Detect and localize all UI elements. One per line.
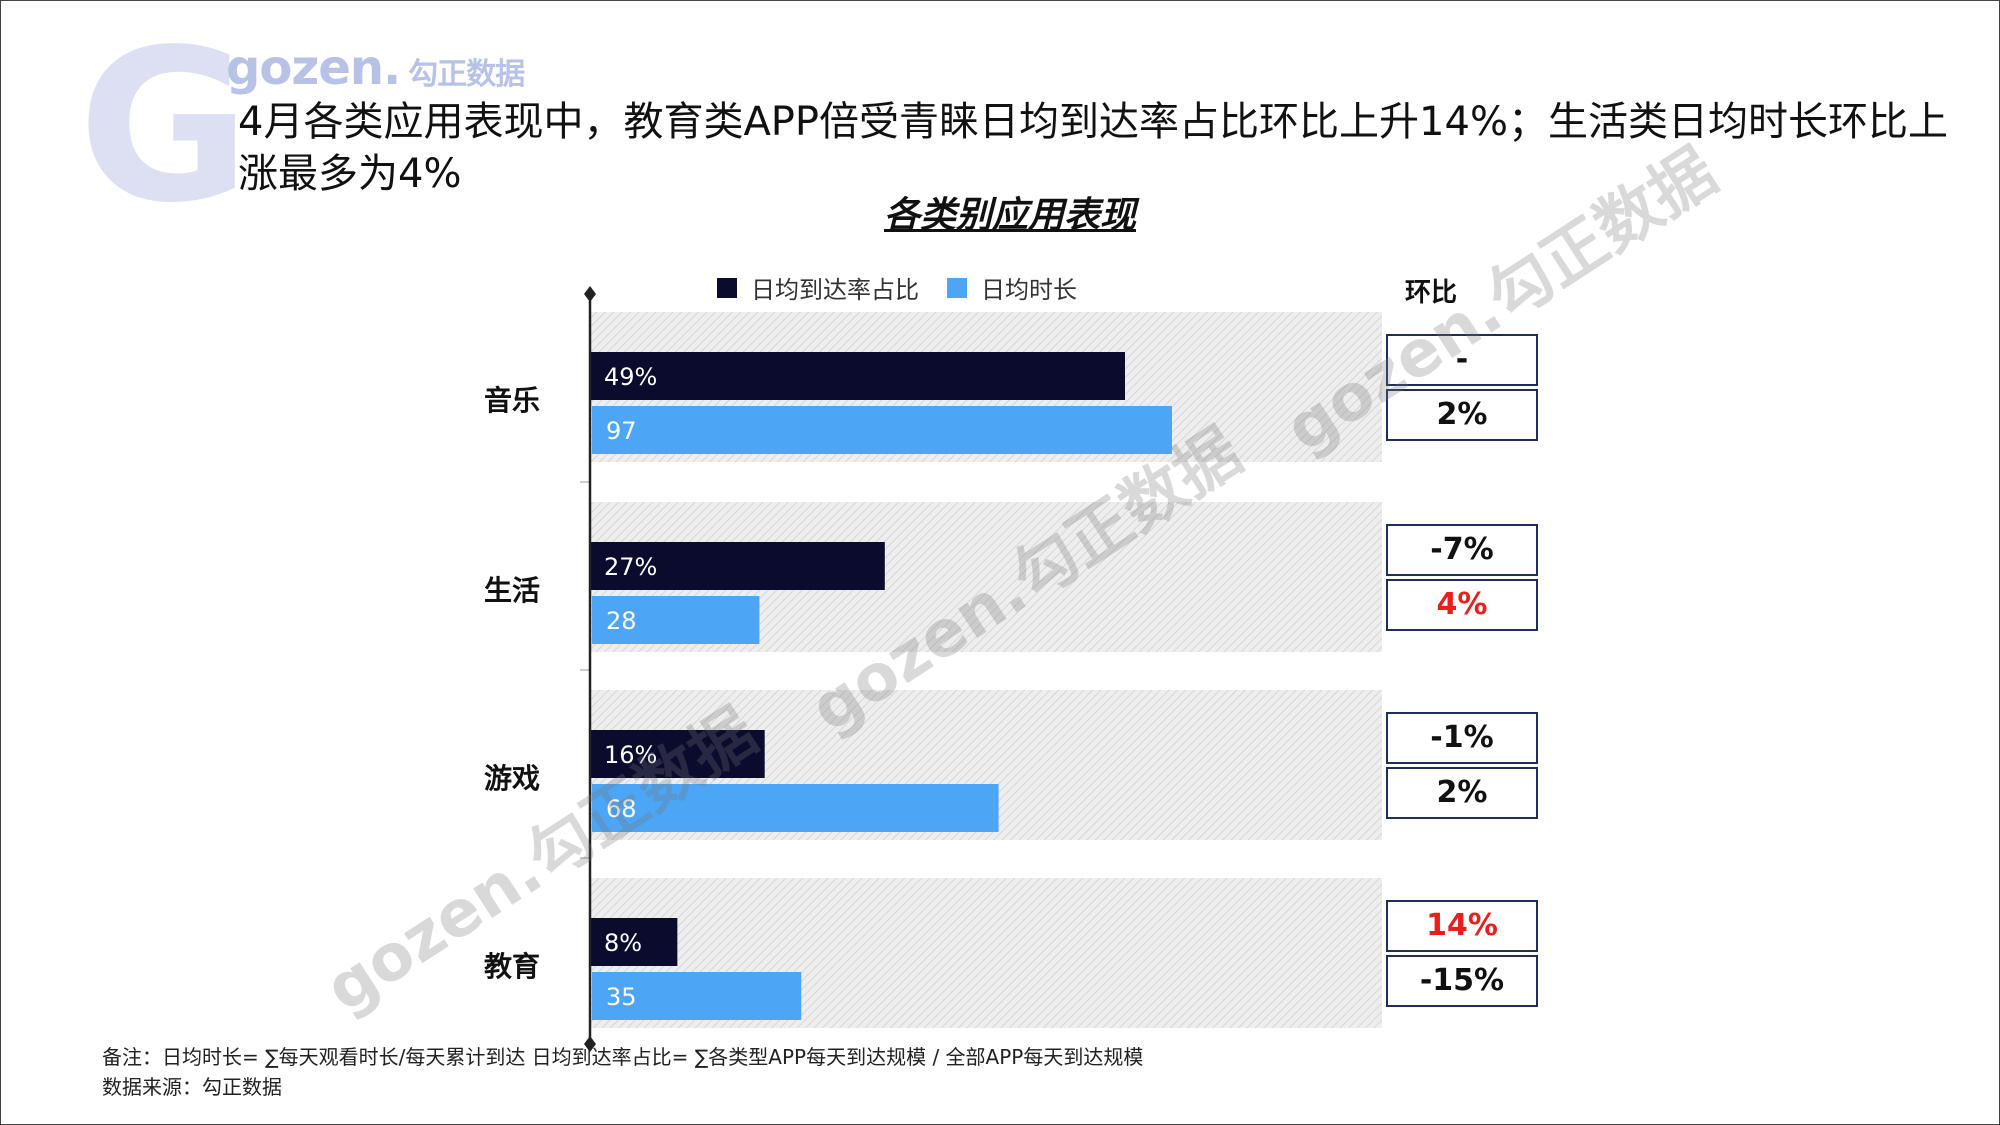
brand-logo: gozen. 勾正数据 xyxy=(226,40,525,96)
chart-legend: 日均到达率占比 日均时长 xyxy=(717,270,1105,305)
legend-item-duration: 日均时长 xyxy=(947,270,1077,305)
mom-box-reach: -7% xyxy=(1386,524,1538,576)
mom-box-duration: 2% xyxy=(1386,389,1538,441)
bar-reach xyxy=(590,542,885,590)
axis-diamond-top xyxy=(584,286,596,302)
brand-logo-text: gozen. xyxy=(226,40,401,96)
bar-label-reach: 8% xyxy=(604,929,642,957)
chart-title: 各类别应用表现 xyxy=(883,195,1136,236)
logo-letter: G xyxy=(78,4,251,249)
axis-diamond-bottom xyxy=(584,1036,596,1052)
bar-label-duration: 35 xyxy=(606,983,637,1011)
mom-box-reach: 14% xyxy=(1386,900,1538,952)
mom-box-duration: -15% xyxy=(1386,955,1538,1007)
brand-logo-cn: 勾正数据 xyxy=(408,57,525,92)
mom-box-duration: 4% xyxy=(1386,579,1538,631)
legend-swatch-duration xyxy=(947,277,967,298)
category-label: 音乐 xyxy=(484,384,540,417)
category-label: 游戏 xyxy=(484,762,540,795)
bar-label-reach: 16% xyxy=(604,741,657,769)
bar-reach xyxy=(590,352,1125,400)
legend-item-reach: 日均到达率占比 xyxy=(717,270,919,305)
bar-reach xyxy=(590,730,765,778)
mom-box-reach: -1% xyxy=(1386,712,1538,764)
bar-label-duration: 68 xyxy=(606,795,637,823)
headline: 4月各类应用表现中，教育类APP倍受青睐日均到达率占比环比上升14%；生活类日均… xyxy=(238,99,1948,197)
mom-box-duration: 2% xyxy=(1386,767,1538,819)
mom-box-reach: - xyxy=(1386,334,1538,386)
bar-duration xyxy=(592,784,999,832)
category-label: 教育 xyxy=(484,950,540,983)
bar-duration xyxy=(592,596,760,644)
legend-label-duration: 日均时长 xyxy=(981,276,1077,304)
legend-swatch-reach xyxy=(717,277,737,298)
bar-duration xyxy=(592,406,1172,454)
bar-duration xyxy=(592,972,802,1020)
bar-label-duration: 97 xyxy=(606,417,637,445)
legend-label-reach: 日均到达率占比 xyxy=(751,276,919,304)
bar-reach xyxy=(590,918,678,966)
mom-header: 环比 xyxy=(1405,278,1458,308)
bar-label-duration: 28 xyxy=(606,607,637,635)
bar-label-reach: 49% xyxy=(604,363,657,391)
category-label: 生活 xyxy=(484,574,540,607)
bar-label-reach: 27% xyxy=(604,553,657,581)
formula-note: 备注：日均时长= ∑每天观看时长/每天累计到达 日均到达率占比= ∑各类型APP… xyxy=(102,1045,1144,1069)
source-note: 数据来源：勾正数据 xyxy=(102,1075,282,1099)
